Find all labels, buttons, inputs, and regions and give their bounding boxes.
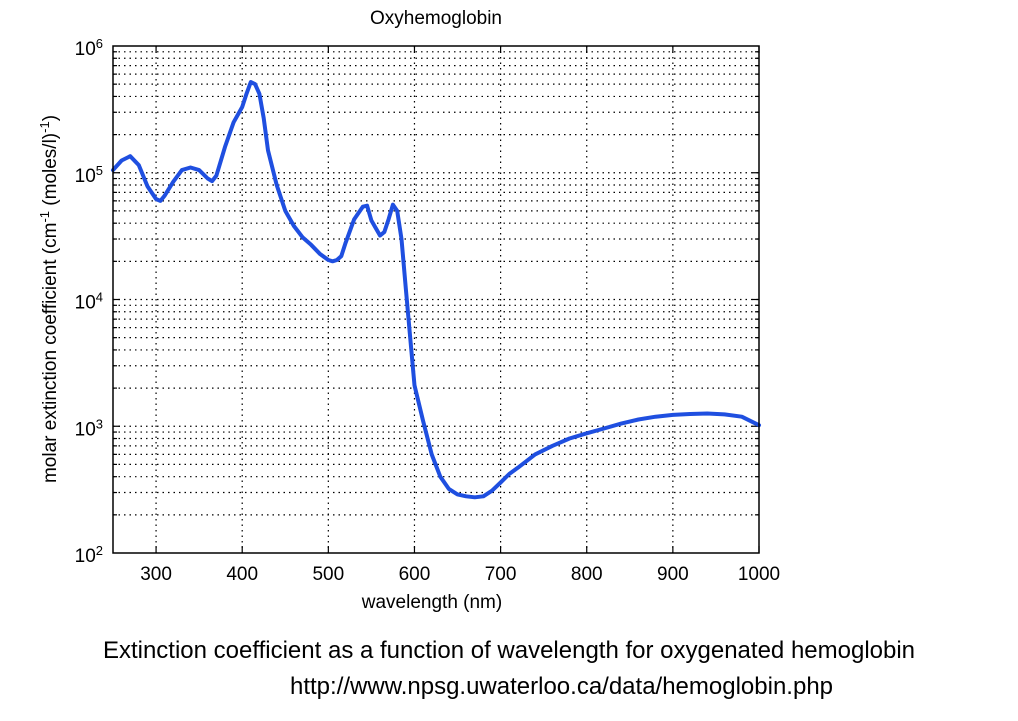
y-axis-label-part3: ) bbox=[40, 115, 61, 121]
tick-marks bbox=[113, 46, 760, 553]
x-axis-label: wavelength (nm) bbox=[361, 592, 502, 613]
source-url-link[interactable]: http://www.npsg.uwaterloo.ca/data/hemogl… bbox=[290, 673, 834, 700]
x-tick-label: 1000 bbox=[738, 564, 780, 585]
x-tick-labels: 300 400 500 600 700 800 900 1000 bbox=[140, 564, 780, 585]
y-tick-label: 102 bbox=[75, 543, 103, 568]
y-tick-label: 104 bbox=[75, 289, 103, 314]
chart-title: Oxyhemoglobin bbox=[370, 8, 502, 29]
x-tick-label: 800 bbox=[571, 564, 603, 585]
y-axis-label-sup1: -1 bbox=[37, 211, 52, 223]
x-tick-label: 700 bbox=[485, 564, 517, 585]
y-axis-label-sup2: -1 bbox=[37, 121, 52, 133]
extinction-chart: Oxyhemoglobin 300 400 500 600 700 800 900 1000 … bbox=[37, 8, 781, 613]
plot-frame bbox=[112, 45, 760, 554]
x-tick-label: 400 bbox=[226, 564, 258, 585]
y-tick-label: 106 bbox=[75, 36, 103, 61]
y-tick-label: 103 bbox=[75, 416, 103, 441]
x-tick-label: 300 bbox=[140, 564, 172, 585]
figure-caption: Extinction coefficient as a function of … bbox=[102, 637, 916, 664]
y-tick-labels: 102 103 104 105 106 bbox=[75, 36, 103, 568]
y-axis-label: molar extinction coefficient (cm-1 (mole… bbox=[37, 115, 62, 483]
y-tick-label: 105 bbox=[75, 162, 103, 187]
grid-lines bbox=[113, 46, 759, 553]
y-axis-label-part2: (moles/l) bbox=[40, 133, 61, 211]
x-tick-label: 600 bbox=[399, 564, 431, 585]
x-tick-label: 500 bbox=[312, 564, 344, 585]
y-axis-label-part1: molar extinction coefficient (cm bbox=[40, 223, 61, 483]
oxyhemoglobin-series-line bbox=[111, 80, 761, 500]
x-tick-label: 900 bbox=[657, 564, 689, 585]
